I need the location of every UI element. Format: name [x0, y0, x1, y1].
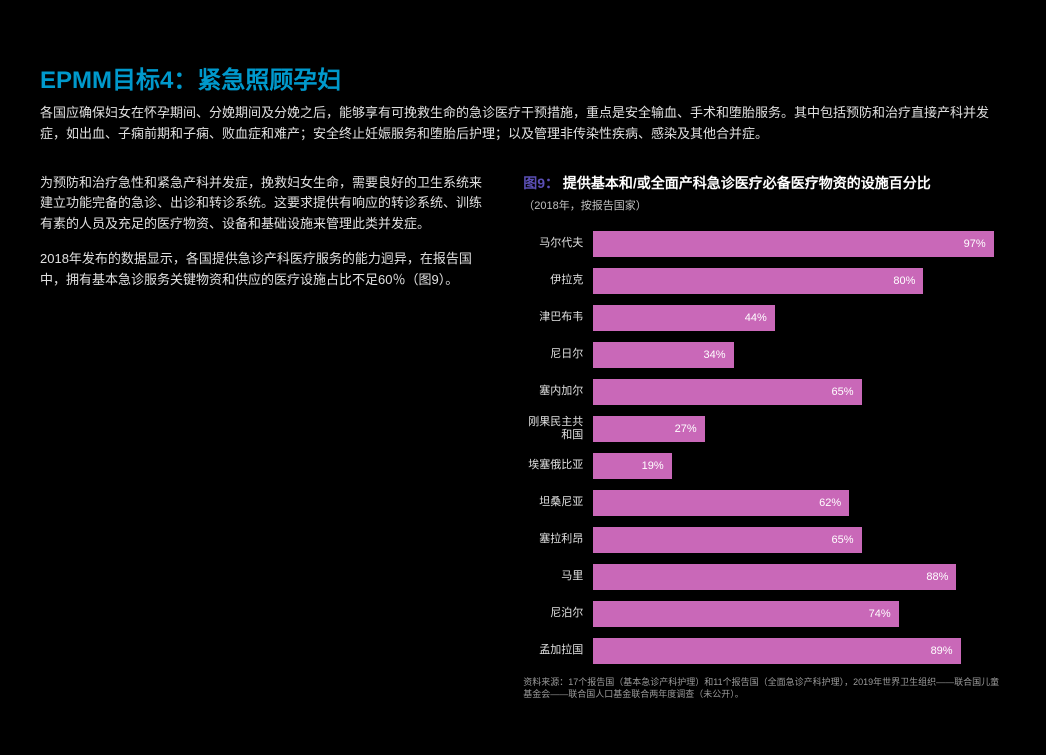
- bar-fill: 65%: [593, 527, 861, 553]
- bar-row: 孟加拉国89%: [523, 638, 1006, 664]
- bar-row: 塞拉利昂65%: [523, 527, 1006, 553]
- figure-number: 图9：: [523, 175, 559, 191]
- bar-chart: 马尔代夫97%伊拉克80%津巴布韦44%尼日尔34%塞内加尔65%刚果民主共和国…: [523, 231, 1006, 664]
- bar-row: 马里88%: [523, 564, 1006, 590]
- bar-label: 伊拉克: [523, 274, 593, 287]
- figure-label: 图9： 提供基本和/或全面产科急诊医疗必备医疗物资的设施百分比: [523, 173, 1006, 193]
- page-root: EPMM目标4：紧急照顾孕妇 各国应确保妇女在怀孕期间、分娩期间及分娩之后，能够…: [0, 0, 1046, 755]
- figure-footnote: 资料来源：17个报告国（基本急诊产科护理）和11个报告国（全面急诊产科护理），2…: [523, 676, 1006, 701]
- bar-row: 尼泊尔74%: [523, 601, 1006, 627]
- bar-track: 65%: [593, 379, 1006, 405]
- bar-row: 坦桑尼亚62%: [523, 490, 1006, 516]
- bar-label: 坦桑尼亚: [523, 496, 593, 509]
- bar-fill: 27%: [593, 416, 704, 442]
- bar-fill: 88%: [593, 564, 956, 590]
- bar-track: 65%: [593, 527, 1006, 553]
- bar-track: 62%: [593, 490, 1006, 516]
- bar-label: 津巴布韦: [523, 311, 593, 324]
- bar-fill: 62%: [593, 490, 849, 516]
- figure-subtitle: （2018年，按报告国家）: [523, 197, 1006, 213]
- bar-track: 27%: [593, 416, 1006, 442]
- bar-track: 97%: [593, 231, 1006, 257]
- bar-fill: 89%: [593, 638, 960, 664]
- bar-fill: 44%: [593, 305, 775, 331]
- bar-label: 埃塞俄比亚: [523, 459, 593, 472]
- figure-title: 提供基本和/或全面产科急诊医疗必备医疗物资的设施百分比: [563, 175, 931, 191]
- left-column: 为预防和治疗急性和紧急产科并发症，挽救妇女生命，需要良好的卫生系统来建立功能完备…: [40, 173, 493, 701]
- bar-track: 88%: [593, 564, 1006, 590]
- bar-fill: 74%: [593, 601, 898, 627]
- bar-fill: 80%: [593, 268, 923, 294]
- bar-track: 89%: [593, 638, 1006, 664]
- page-title: EPMM目标4：紧急照顾孕妇: [40, 60, 1006, 95]
- bar-track: 44%: [593, 305, 1006, 331]
- bar-fill: 97%: [593, 231, 993, 257]
- bar-track: 19%: [593, 453, 1006, 479]
- bar-fill: 34%: [593, 342, 733, 368]
- bar-label: 尼泊尔: [523, 607, 593, 620]
- bar-row: 津巴布韦44%: [523, 305, 1006, 331]
- bar-label: 马里: [523, 570, 593, 583]
- bar-label: 孟加拉国: [523, 644, 593, 657]
- left-p1: 为预防和治疗急性和紧急产科并发症，挽救妇女生命，需要良好的卫生系统来建立功能完备…: [40, 173, 493, 235]
- bar-row: 塞内加尔65%: [523, 379, 1006, 405]
- bar-label: 马尔代夫: [523, 237, 593, 250]
- right-column: 图9： 提供基本和/或全面产科急诊医疗必备医疗物资的设施百分比 （2018年，按…: [523, 173, 1006, 701]
- bar-track: 74%: [593, 601, 1006, 627]
- bar-row: 伊拉克80%: [523, 268, 1006, 294]
- bar-fill: 65%: [593, 379, 861, 405]
- bar-label: 刚果民主共和国: [523, 416, 593, 441]
- bar-row: 马尔代夫97%: [523, 231, 1006, 257]
- left-p2: 2018年发布的数据显示，各国提供急诊产科医疗服务的能力迥异，在报告国中，拥有基…: [40, 249, 493, 291]
- bar-label: 塞内加尔: [523, 385, 593, 398]
- bar-row: 埃塞俄比亚19%: [523, 453, 1006, 479]
- bar-track: 34%: [593, 342, 1006, 368]
- bar-fill: 19%: [593, 453, 671, 479]
- bar-label: 塞拉利昂: [523, 533, 593, 546]
- bar-row: 尼日尔34%: [523, 342, 1006, 368]
- bar-track: 80%: [593, 268, 1006, 294]
- bar-label: 尼日尔: [523, 348, 593, 361]
- columns-wrap: 为预防和治疗急性和紧急产科并发症，挽救妇女生命，需要良好的卫生系统来建立功能完备…: [40, 173, 1006, 701]
- intro-paragraph: 各国应确保妇女在怀孕期间、分娩期间及分娩之后，能够享有可挽救生命的急诊医疗干预措…: [40, 103, 1000, 145]
- bar-row: 刚果民主共和国27%: [523, 416, 1006, 442]
